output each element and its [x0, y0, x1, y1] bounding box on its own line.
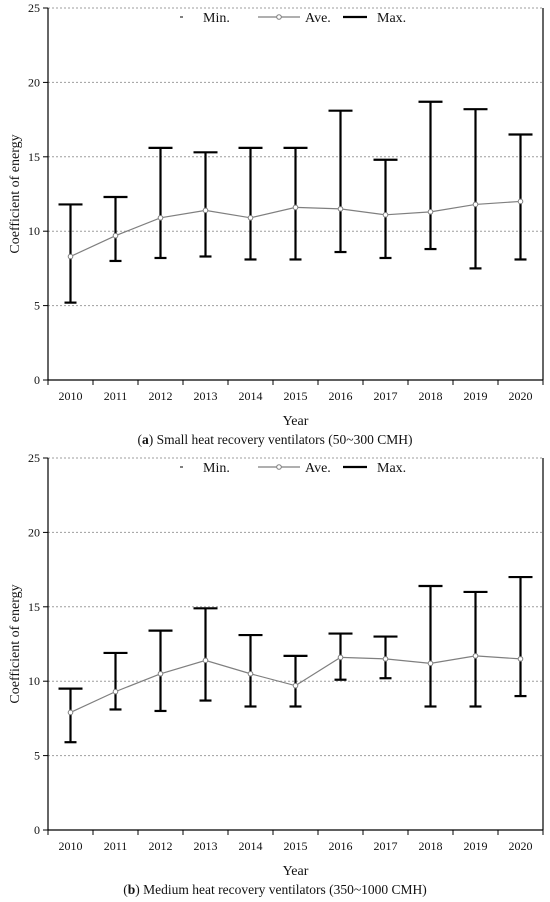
x-tick-label: 2010: [59, 839, 83, 853]
ave-point: [247, 670, 254, 677]
ave-point: [67, 709, 74, 716]
legend-ave-marker: [276, 14, 282, 20]
ave-point: [292, 682, 299, 689]
y-tick-label: 5: [34, 749, 40, 763]
y-tick-label: 15: [28, 150, 40, 164]
ave-point: [337, 654, 344, 661]
legend-max-label: Max.: [377, 461, 406, 476]
x-tick-label: 2016: [329, 389, 353, 403]
ave-point: [292, 204, 299, 211]
panel-letter: b: [128, 882, 136, 897]
chart-panel-a: 0 5 10 15 20 25 2010 2011 2012 2013 2014 2015 2016 20…: [8, 1, 544, 447]
x-tick-label: 2011: [104, 389, 128, 403]
ave-point: [112, 232, 119, 239]
x-tick-label: 2011: [104, 839, 128, 853]
x-tick-label: 2010: [59, 389, 83, 403]
ave-point: [382, 212, 389, 218]
x-tick-label: 2012: [149, 389, 173, 403]
y-tick-label: 20: [28, 525, 40, 539]
legend: Min. Ave. Max.: [180, 461, 406, 476]
ave-point: [112, 688, 119, 695]
ave-point: [517, 198, 524, 205]
legend-ave-label: Ave.: [305, 11, 331, 26]
x-tick-label: 2019: [464, 839, 488, 853]
x-tick-label: 2020: [509, 389, 533, 403]
ave-point: [157, 670, 164, 677]
ave-point: [427, 660, 434, 667]
y-tick-label: 10: [28, 224, 40, 238]
panel-letter: a: [142, 432, 149, 447]
ave-point: [67, 253, 74, 260]
x-tick-label: 2013: [194, 389, 218, 403]
x-axis-label: Year: [283, 414, 309, 429]
y-tick-label: 5: [34, 299, 40, 313]
chart-panel-b: 0 5 10 15 20 25 2010 2011 2012 2013 2014 2015 2016 20…: [8, 451, 544, 897]
x-tick-label: 2018: [419, 389, 443, 403]
legend-ave-label: Ave.: [305, 461, 331, 476]
ave-point: [337, 206, 344, 212]
x-axis-label: Year: [283, 864, 309, 879]
ave-point: [157, 215, 164, 221]
x-tick-label: 2014: [239, 389, 263, 403]
ave-point: [517, 656, 524, 662]
x-tick-label: 2015: [284, 839, 308, 853]
ave-point: [472, 201, 479, 208]
y-axis-label: Coefficient of energy: [8, 584, 23, 703]
x-tick-label: 2017: [374, 839, 398, 853]
x-tick-label: 2017: [374, 389, 398, 403]
ave-point: [427, 209, 434, 215]
legend: Min. Ave. Max.: [180, 11, 406, 26]
x-tick-label: 2012: [149, 839, 173, 853]
ave-point: [472, 653, 479, 659]
y-axis-label: Coefficient of energy: [8, 134, 23, 253]
ave-point: [202, 207, 209, 214]
legend-ave-marker: [276, 464, 282, 470]
y-tick-label: 10: [28, 674, 40, 688]
x-tick-label: 2014: [239, 839, 263, 853]
y-tick-label: 25: [28, 451, 40, 465]
panel-caption: (a) Small heat recovery ventilators (50~…: [138, 432, 413, 447]
y-tick-label: 0: [34, 373, 40, 387]
x-tick-label: 2018: [419, 839, 443, 853]
panel-caption: (b) Medium heat recovery ventilators (35…: [123, 882, 427, 897]
y-tick-label: 25: [28, 1, 40, 15]
ave-point: [382, 656, 389, 662]
x-tick-label: 2020: [509, 839, 533, 853]
legend-min-label: Min.: [203, 461, 230, 476]
x-tick-label: 2019: [464, 389, 488, 403]
ave-point: [247, 215, 254, 221]
y-tick-label: 15: [28, 600, 40, 614]
ave-point: [202, 657, 209, 664]
legend-min-label: Min.: [203, 11, 230, 26]
x-tick-label: 2016: [329, 839, 353, 853]
x-tick-label: 2015: [284, 389, 308, 403]
y-tick-label: 20: [28, 75, 40, 89]
legend-max-label: Max.: [377, 11, 406, 26]
y-tick-label: 0: [34, 823, 40, 837]
x-tick-label: 2013: [194, 839, 218, 853]
